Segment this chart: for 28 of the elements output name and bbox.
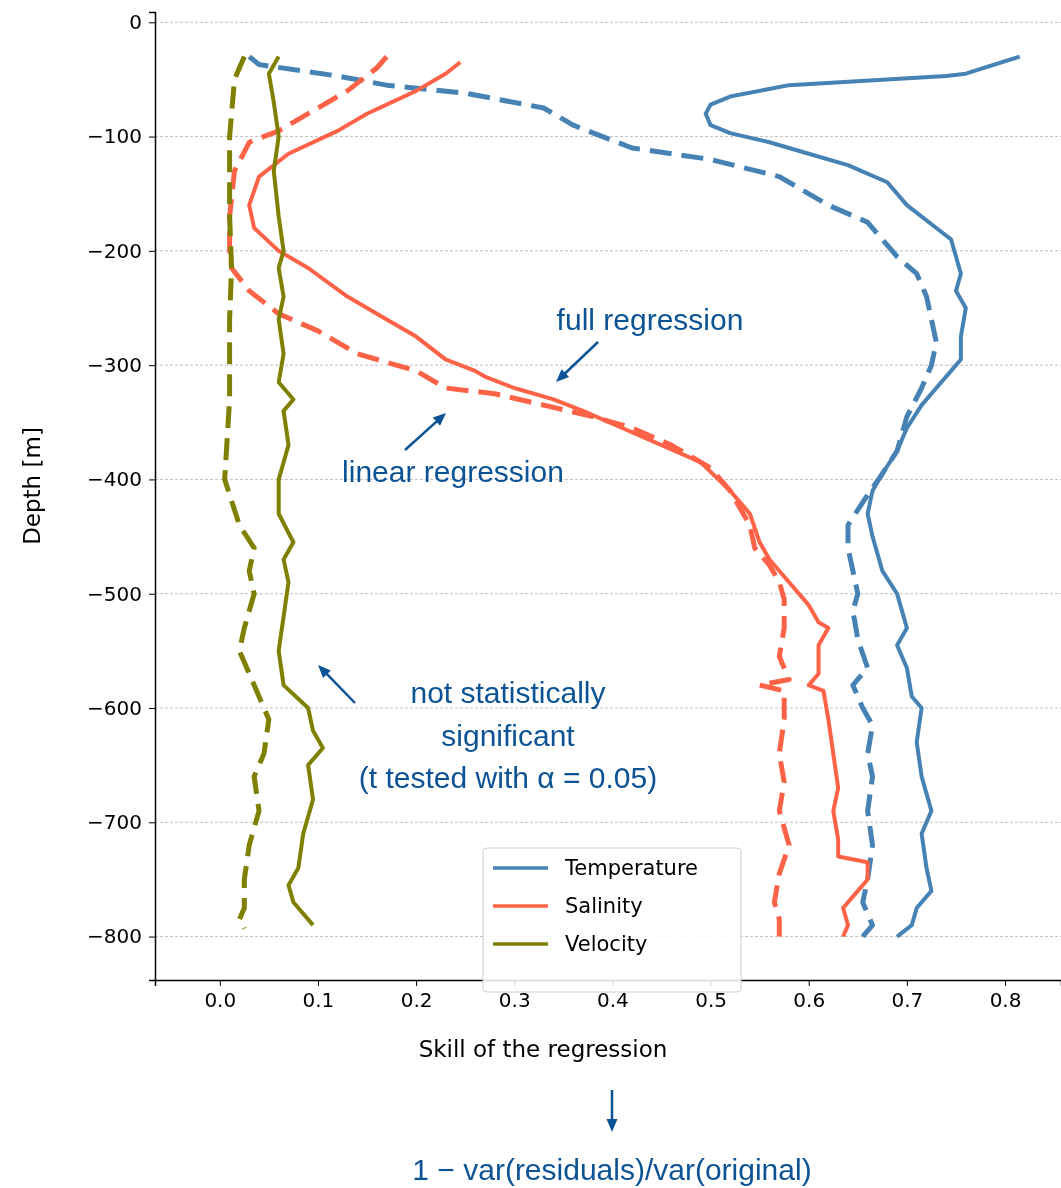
- y-tick-label: −500: [87, 581, 142, 606]
- x-tick-label: 0.0: [204, 988, 237, 1012]
- x-tick-label: 0.7: [891, 988, 924, 1012]
- annotation: full regression: [556, 303, 744, 336]
- legend-label: Velocity: [565, 932, 648, 956]
- x-tick-label: 0.6: [793, 988, 826, 1012]
- legend-label: Temperature: [564, 856, 699, 880]
- y-tick-label: 0: [129, 10, 142, 35]
- y-tick-label: −600: [87, 695, 142, 720]
- x-axis-title: Skill of the regression: [418, 1036, 668, 1062]
- text: 1 − var(residuals)/var(original): [412, 1153, 812, 1186]
- x-tick-label: 0.1: [302, 988, 335, 1012]
- x-tick-label: 0.5: [695, 988, 727, 1012]
- annotation: linear regression: [342, 455, 564, 488]
- x-tick-label: 0.4: [597, 988, 629, 1012]
- x-tick-label: 0.2: [400, 988, 433, 1012]
- legend-label: Salinity: [565, 894, 643, 918]
- x-tick-label: 0.8: [989, 988, 1022, 1012]
- y-axis-title: Depth [m]: [19, 427, 45, 545]
- y-tick-label: −300: [87, 353, 142, 378]
- y-tick-label: −200: [87, 238, 142, 263]
- line-series: [266, 54, 325, 928]
- y-tick-label: −400: [87, 467, 142, 492]
- x-tick-label: 0.3: [498, 988, 531, 1012]
- y-tick-label: −800: [87, 924, 142, 949]
- y-tick-label: −700: [87, 810, 142, 835]
- annotation: not statistically significant (t tested with α = 0.05): [358, 676, 658, 795]
- y-tick-label: −100: [87, 124, 142, 149]
